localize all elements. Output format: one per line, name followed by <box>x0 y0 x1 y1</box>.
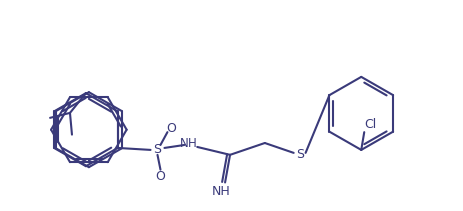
Text: Cl: Cl <box>364 118 376 131</box>
Text: S: S <box>296 148 304 161</box>
Text: O: O <box>167 122 176 135</box>
Text: S: S <box>154 143 162 156</box>
Text: N: N <box>180 138 189 150</box>
Text: H: H <box>188 138 197 150</box>
Text: NH: NH <box>212 185 231 198</box>
Text: O: O <box>156 170 165 183</box>
